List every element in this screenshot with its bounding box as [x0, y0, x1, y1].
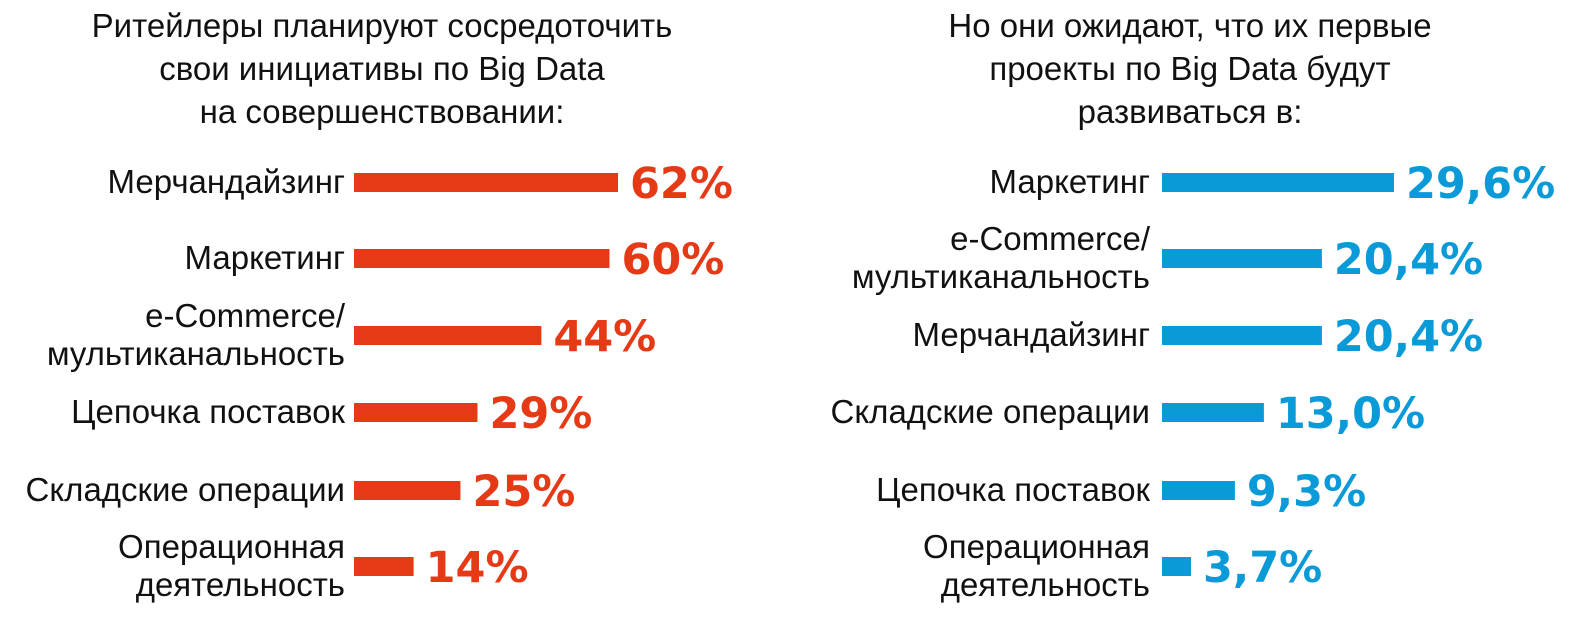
value-label: 3,7% — [1203, 543, 1322, 593]
chart-right-title-line: проекты по Big Data будут — [989, 50, 1391, 87]
bar — [1162, 249, 1322, 268]
category-label-line: Мерчандайзинг — [108, 163, 345, 200]
category-label: Маркетинг — [185, 239, 345, 276]
chart-left-title-line: Ритейлеры планируют сосредоточить — [91, 7, 673, 44]
value-label: 20,4% — [1334, 312, 1483, 362]
value-label: 25% — [472, 467, 575, 517]
category-label-line: Цепочка поставок — [71, 393, 345, 430]
category-label: Мерчандайзинг — [108, 163, 345, 200]
value-label: 13,0% — [1276, 389, 1425, 439]
category-label: e-Commerce/мультиканальность — [47, 297, 346, 372]
value-label: 44% — [553, 312, 656, 362]
value-label: 29% — [489, 389, 592, 439]
value-label: 29,6% — [1406, 159, 1555, 209]
chart-right-title-line: Но они ожидают, что их первые — [948, 7, 1432, 44]
category-label: Складские операции — [26, 471, 345, 508]
bar — [354, 326, 542, 345]
category-label-line: Маркетинг — [185, 239, 345, 276]
chart-right: Но они ожидают, что их первые проекты по… — [790, 0, 1569, 622]
category-label: Операционная деятельность — [923, 528, 1150, 603]
bar — [354, 557, 414, 576]
bar — [354, 249, 610, 268]
category-label: Маркетинг — [990, 163, 1150, 200]
category-label: Мерчандайзинг — [913, 316, 1150, 353]
chart-left-bars: Мерчандайзинг 62% Маркетинг 60% e-Commerce/м… — [26, 159, 733, 603]
bar — [354, 481, 461, 500]
category-label-line: деятельность — [941, 566, 1150, 603]
bar — [354, 403, 478, 422]
value-label: 14% — [426, 543, 529, 593]
category-label-line: Операционная — [118, 528, 345, 565]
value-label: 9,3% — [1247, 467, 1366, 517]
chart-left: Ритейлеры планируют сосредоточить свои и… — [0, 0, 780, 622]
category-label-line: Мерчандайзинг — [913, 316, 1150, 353]
value-label: 62% — [630, 159, 733, 209]
bar — [1162, 481, 1235, 500]
category-label-line: Складские операции — [831, 393, 1150, 430]
bar — [1162, 557, 1191, 576]
bar — [354, 173, 618, 192]
bar — [1162, 326, 1322, 345]
bar — [1162, 403, 1264, 422]
category-label: Операционная деятельность — [118, 528, 345, 603]
category-label-line: Операционная — [923, 528, 1150, 565]
chart-left-title: Ритейлеры планируют сосредоточить свои и… — [20, 4, 744, 133]
bar — [1162, 173, 1394, 192]
category-label: Цепочка поставок — [71, 393, 345, 430]
chart-right-title: Но они ожидают, что их первые проекты по… — [850, 4, 1530, 133]
chart-right-title-line: развиваться в: — [1077, 93, 1303, 130]
category-label: Цепочка поставок — [876, 471, 1150, 508]
value-label: 20,4% — [1334, 235, 1483, 285]
category-label-line: мультиканальность — [852, 258, 1150, 295]
chart-right-bars: Маркетинг 29,6% e-Commerce/мультиканальнос… — [831, 159, 1556, 603]
category-label-line: деятельность — [136, 566, 345, 603]
category-label-line: Цепочка поставок — [876, 471, 1150, 508]
category-label-line: e-Commerce/ — [950, 220, 1151, 257]
value-label: 60% — [621, 235, 724, 285]
category-label: e-Commerce/мультиканальность — [852, 220, 1151, 295]
category-label: Складские операции — [831, 393, 1150, 430]
chart-left-title-line: на совершенствовании: — [199, 93, 565, 130]
category-label-line: мультиканальность — [47, 335, 345, 372]
chart-left-title-line: свои инициативы по Big Data — [159, 50, 605, 87]
category-label-line: Складские операции — [26, 471, 345, 508]
category-label-line: e-Commerce/ — [145, 297, 346, 334]
category-label-line: Маркетинг — [990, 163, 1150, 200]
